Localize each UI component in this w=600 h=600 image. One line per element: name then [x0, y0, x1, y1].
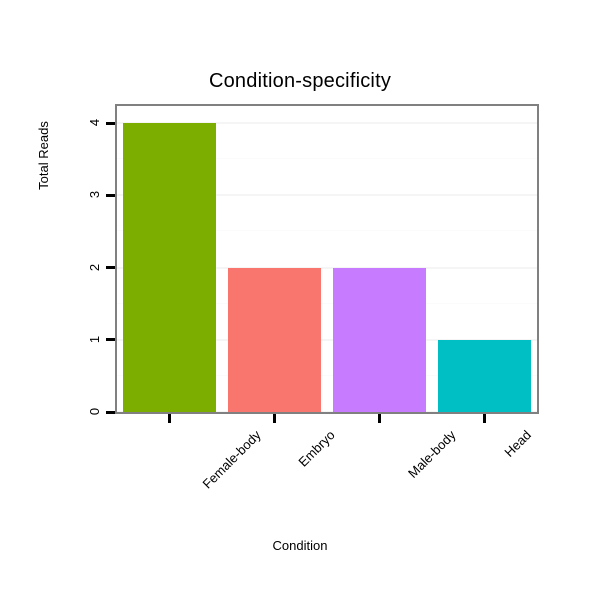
gridline-minor [117, 374, 537, 376]
gridline-minor [117, 302, 537, 304]
y-tick-label-text: 2 [86, 263, 102, 271]
bar-male-body [333, 267, 426, 412]
y-tick-label: 4 [72, 116, 102, 129]
y-tick-label-text: 4 [86, 118, 102, 127]
x-tick-mark [273, 414, 276, 423]
y-tick-mark [106, 121, 115, 125]
y-tick-label-text: 0 [86, 407, 102, 416]
bars-layer [117, 106, 537, 412]
x-tick-mark [483, 414, 486, 423]
gridline-major [117, 411, 537, 412]
x-tick-label: Embryo [294, 427, 338, 470]
gridline-minor [117, 230, 537, 232]
gridline-major [117, 266, 537, 269]
panel-background [117, 106, 537, 412]
plot-panel [115, 104, 539, 414]
chart-title: Condition-specificity [208, 70, 392, 92]
y-tick-label-text: 3 [86, 191, 102, 199]
bar-embryo [228, 267, 321, 412]
y-axis-title: Total Reads [33, 0, 53, 310]
bar-female-body [123, 123, 216, 412]
x-tick-label: Female-body [199, 427, 264, 492]
y-tick-mark [106, 338, 115, 342]
y-tick-label: 3 [72, 188, 102, 201]
y-tick-label: 2 [72, 261, 102, 274]
gridline-minor [117, 158, 537, 160]
bar-head [438, 339, 531, 412]
y-tick-mark [106, 266, 115, 269]
y-tick-label: 1 [72, 333, 102, 346]
y-tick-label-text: 1 [86, 335, 102, 343]
y-tick-label: 0 [72, 405, 102, 418]
gridline-major [117, 338, 537, 341]
x-tick-mark [378, 414, 381, 423]
x-tick-mark [168, 414, 171, 423]
x-tick-label: Head [500, 427, 534, 460]
x-axis-title: Condition [272, 538, 328, 553]
y-tick-mark [106, 410, 115, 414]
gridline-major [117, 122, 537, 124]
x-tick-label: Male-body [404, 427, 459, 481]
y-tick-mark [106, 193, 115, 197]
y-axis-title-label: Total Reads [35, 120, 51, 190]
gridline-major [117, 194, 537, 197]
